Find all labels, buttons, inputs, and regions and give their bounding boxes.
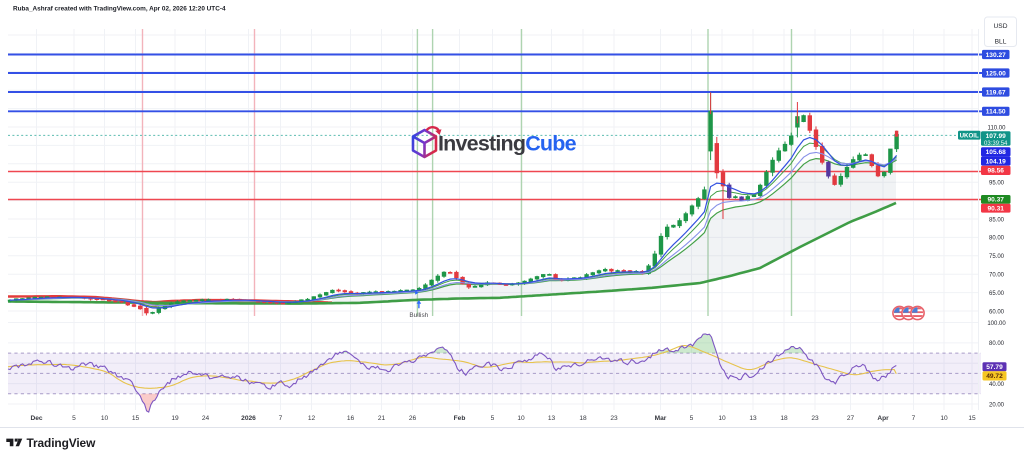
svg-text:104.19: 104.19 [986, 158, 1007, 165]
svg-text:90.31: 90.31 [987, 205, 1004, 212]
svg-text:110.00: 110.00 [988, 125, 1007, 131]
svg-text:98.56: 98.56 [987, 168, 1004, 175]
svg-text:80.00: 80.00 [989, 236, 1005, 242]
svg-text:95.00: 95.00 [989, 181, 1005, 187]
svg-text:TradingView: TradingView [27, 436, 97, 450]
svg-text:Apr: Apr [877, 415, 889, 422]
svg-text:03:39:54: 03:39:54 [984, 141, 1008, 147]
svg-text:Dec: Dec [30, 415, 42, 422]
svg-text:85.00: 85.00 [989, 217, 1005, 223]
svg-text:21: 21 [378, 415, 386, 422]
svg-text:19: 19 [171, 415, 179, 422]
svg-text:5: 5 [491, 415, 495, 422]
svg-text:UKOIL: UKOIL [960, 132, 979, 139]
svg-text:75.00: 75.00 [989, 254, 1005, 260]
svg-text:60.00: 60.00 [989, 309, 1005, 315]
svg-text:57.79: 57.79 [986, 364, 1003, 371]
svg-text:5: 5 [72, 415, 76, 422]
svg-text:20.00: 20.00 [989, 402, 1005, 408]
svg-text:2026: 2026 [241, 415, 256, 422]
svg-text:130.27: 130.27 [986, 52, 1007, 59]
svg-text:16: 16 [347, 415, 355, 422]
svg-text:65.00: 65.00 [989, 291, 1005, 297]
svg-text:18: 18 [780, 415, 788, 422]
svg-text:125.00: 125.00 [986, 70, 1007, 77]
svg-text:49.72: 49.72 [986, 373, 1003, 380]
svg-text:90.37: 90.37 [987, 197, 1004, 204]
svg-text:13: 13 [548, 415, 556, 422]
svg-text:114.50: 114.50 [986, 109, 1006, 116]
svg-text:70.00: 70.00 [989, 273, 1005, 279]
svg-text:119.67: 119.67 [986, 89, 1006, 96]
svg-text:5: 5 [690, 415, 694, 422]
svg-text:15: 15 [132, 415, 140, 422]
svg-text:40.00: 40.00 [989, 382, 1005, 388]
svg-text:15: 15 [968, 415, 976, 422]
svg-text:23: 23 [811, 415, 819, 422]
svg-text:USD: USD [994, 23, 1008, 30]
svg-text:27: 27 [847, 415, 855, 422]
svg-text:26: 26 [409, 415, 417, 422]
svg-text:10: 10 [718, 415, 726, 422]
svg-text:24: 24 [202, 415, 210, 422]
svg-text:10: 10 [517, 415, 525, 422]
svg-text:107.99: 107.99 [986, 133, 1007, 140]
svg-text:InvestingCube: InvestingCube [438, 132, 577, 156]
svg-text:7: 7 [279, 415, 283, 422]
svg-text:BLL: BLL [995, 38, 1007, 45]
svg-text:100.00: 100.00 [987, 321, 1006, 327]
svg-text:10: 10 [101, 415, 109, 422]
svg-text:10: 10 [940, 415, 948, 422]
svg-text:18: 18 [579, 415, 587, 422]
svg-text:Mar: Mar [655, 415, 667, 422]
svg-text:7: 7 [912, 415, 916, 422]
svg-text:12: 12 [308, 415, 316, 422]
svg-text:23: 23 [610, 415, 618, 422]
svg-text:Ruba_Ashraf created with Tradi: Ruba_Ashraf created with TradingView.com… [13, 6, 226, 13]
svg-text:80.00: 80.00 [989, 341, 1005, 347]
svg-text:105.68: 105.68 [986, 149, 1007, 156]
svg-text:13: 13 [749, 415, 757, 422]
svg-text:Bullish: Bullish [409, 312, 428, 319]
svg-text:Feb: Feb [454, 415, 466, 422]
